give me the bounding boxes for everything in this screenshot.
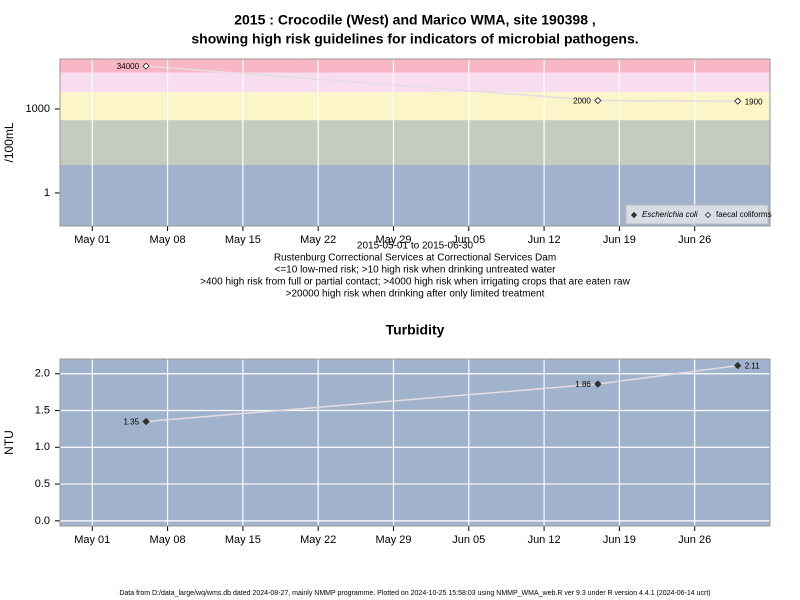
y-tick-label: 2.0 (35, 368, 50, 380)
subtitle: 2015-05-01 to 2015-06-30 (357, 241, 474, 252)
risk-band (60, 59, 770, 73)
y-tick-label: 1 (44, 187, 50, 199)
y-tick-label: 1.5 (35, 404, 50, 416)
x-tick-label: Jun 12 (528, 234, 561, 246)
risk-band (60, 72, 770, 93)
value-label: 34000 (117, 62, 140, 71)
footer: Data from D:/data_large/wq/wms.db dated … (119, 590, 710, 597)
x-tick-label: Jun 19 (603, 534, 636, 546)
subtitle: <=10 low-med risk; >10 high risk when dr… (275, 265, 557, 276)
x-tick-label: Jun 26 (678, 534, 711, 546)
legend-box (625, 204, 769, 225)
data-point (734, 97, 742, 105)
y-tick-label: 0.0 (35, 515, 50, 527)
subtitle: >400 high risk from full or partial cont… (200, 277, 630, 288)
legend-marker (630, 211, 638, 219)
x-tick-label: May 01 (74, 234, 110, 246)
y-axis-label: /100mL (2, 122, 16, 162)
y-tick-label: 1.0 (35, 441, 50, 453)
x-tick-label: May 08 (150, 534, 186, 546)
chart-title: 2015 : Crocodile (West) and Marico WMA, … (234, 12, 596, 28)
data-point (734, 362, 742, 370)
chart-title: showing high risk guidelines for indicat… (191, 31, 638, 47)
plot-frame (59, 58, 771, 227)
value-label: 2000 (573, 97, 591, 106)
data-point (594, 380, 602, 388)
x-tick-label: May 22 (300, 534, 336, 546)
legend-label: Escherichia coli (642, 210, 698, 219)
x-tick-label: May 29 (375, 234, 411, 246)
risk-band (60, 92, 770, 121)
x-tick-label: Jun 19 (603, 234, 636, 246)
legend-label: faecal coliforms (716, 210, 772, 219)
plot-frame (59, 358, 771, 527)
plot-background (60, 359, 770, 526)
subtitle: >20000 high risk when drinking after onl… (286, 289, 545, 300)
subtitle: Rustenburg Correctional Services at Corr… (274, 253, 556, 264)
x-tick-label: May 22 (300, 234, 336, 246)
x-tick-label: May 01 (74, 534, 110, 546)
legend-marker (704, 211, 712, 219)
value-label: 2.11 (745, 362, 761, 371)
y-axis-label: NTU (2, 430, 16, 455)
value-label: 1.86 (575, 380, 591, 389)
y-tick-label: 0.5 (35, 478, 50, 490)
value-label: 1.35 (123, 418, 139, 427)
x-tick-label: May 29 (375, 534, 411, 546)
data-point (142, 62, 150, 70)
data-point (594, 96, 602, 105)
x-tick-label: Jun 05 (452, 234, 485, 246)
y-tick-label: 1000 (26, 103, 50, 115)
x-tick-label: May 15 (225, 534, 261, 546)
x-tick-label: May 08 (150, 234, 186, 246)
data-point (142, 417, 150, 426)
x-tick-label: Jun 12 (528, 534, 561, 546)
chart-title: Turbidity (386, 322, 445, 338)
x-tick-label: May 15 (225, 234, 261, 246)
x-tick-label: Jun 26 (678, 234, 711, 246)
risk-band (60, 120, 770, 165)
x-tick-label: Jun 05 (452, 534, 485, 546)
value-label: 1900 (745, 97, 763, 106)
